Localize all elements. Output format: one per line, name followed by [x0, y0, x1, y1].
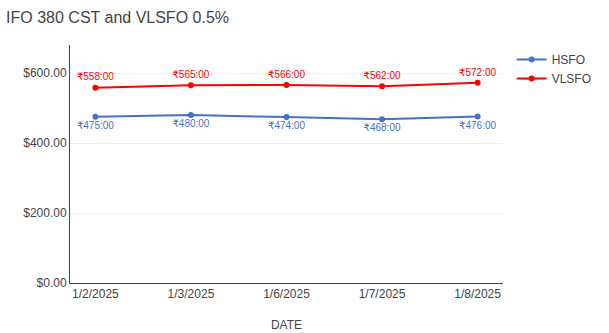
svg-text:1/8/2025: 1/8/2025	[454, 287, 501, 301]
svg-text:1/7/2025: 1/7/2025	[359, 287, 406, 301]
svg-text:₹475:00: ₹475:00	[77, 120, 114, 131]
svg-text:$400.00: $400.00	[23, 136, 67, 150]
svg-text:₹480:00: ₹480:00	[172, 118, 209, 129]
svg-text:$600.00: $600.00	[23, 66, 67, 80]
svg-text:$0.00: $0.00	[37, 276, 67, 290]
svg-text:DATE: DATE	[271, 318, 302, 332]
svg-text:1/6/2025: 1/6/2025	[263, 287, 310, 301]
svg-text:HSFO: HSFO	[552, 53, 585, 67]
svg-text:₹572:00: ₹572:00	[459, 67, 496, 78]
svg-text:1/2/2025: 1/2/2025	[72, 287, 119, 301]
svg-text:1/3/2025: 1/3/2025	[168, 287, 215, 301]
svg-text:₹558:00: ₹558:00	[77, 71, 114, 82]
svg-text:₹474:00: ₹474:00	[268, 120, 305, 131]
svg-text:IFO 380 CST and VLSFO 0.5%: IFO 380 CST and VLSFO 0.5%	[6, 9, 229, 26]
svg-text:₹562:00: ₹562:00	[364, 70, 401, 81]
svg-text:₹476:00: ₹476:00	[459, 120, 496, 131]
svg-text:₹566:00: ₹566:00	[268, 69, 305, 80]
svg-text:$200.00: $200.00	[23, 206, 67, 220]
svg-text:₹468:00: ₹468:00	[364, 122, 401, 133]
svg-text:VLSFO: VLSFO	[552, 72, 591, 86]
svg-text:₹565:00: ₹565:00	[172, 69, 209, 80]
